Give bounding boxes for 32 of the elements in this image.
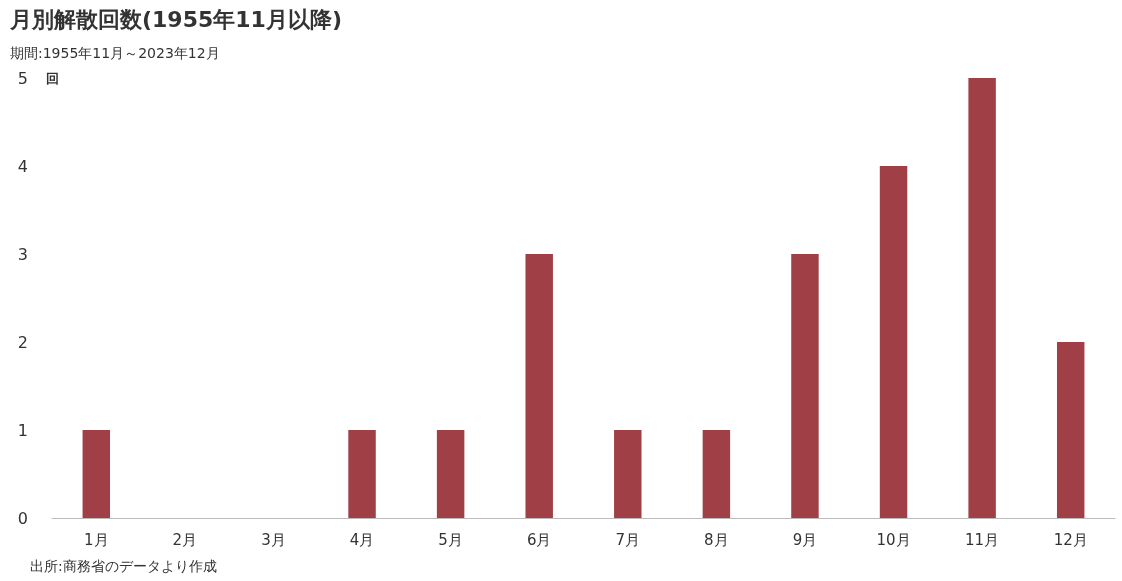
bar (348, 430, 376, 518)
x-tick-label: 8月 (704, 530, 729, 549)
bar (702, 430, 731, 518)
x-tick-label: 9月 (792, 530, 818, 549)
bar (1056, 342, 1085, 518)
y-tick-label: 2 (17, 332, 28, 352)
y-axis-title: 回 (46, 71, 59, 86)
bar (82, 430, 111, 518)
x-tick-label: 4月 (349, 530, 375, 549)
x-tick-label: 1月 (84, 530, 109, 549)
x-tick-label: 11月 (965, 530, 1000, 549)
y-tick-label: 0 (17, 508, 28, 528)
x-tick-label: 5月 (438, 530, 463, 549)
x-tick-label: 3月 (261, 530, 286, 549)
x-tick-label: 10月 (876, 530, 911, 549)
x-tick-label: 12月 (1053, 530, 1088, 549)
chart-subtitle: 期間:1955年11月～2023年12月 (10, 45, 220, 61)
x-tick-label: 6月 (526, 530, 552, 549)
x-tick-label: 7月 (615, 530, 641, 549)
chart-title: 月別解散回数(1955年11月以降) (9, 6, 342, 32)
y-tick-label: 5 (17, 68, 28, 88)
y-tick-label: 3 (17, 244, 28, 264)
text: 出所:商務省のデータより作成 (30, 558, 217, 574)
bar (879, 166, 908, 518)
y-tick-label: 4 (17, 156, 28, 176)
bar (968, 78, 996, 518)
bar (436, 430, 465, 518)
bar (525, 254, 553, 518)
y-tick-label: 1 (17, 420, 28, 440)
x-tick-label: 2月 (172, 530, 198, 549)
bar (614, 430, 642, 518)
bar (791, 254, 819, 518)
